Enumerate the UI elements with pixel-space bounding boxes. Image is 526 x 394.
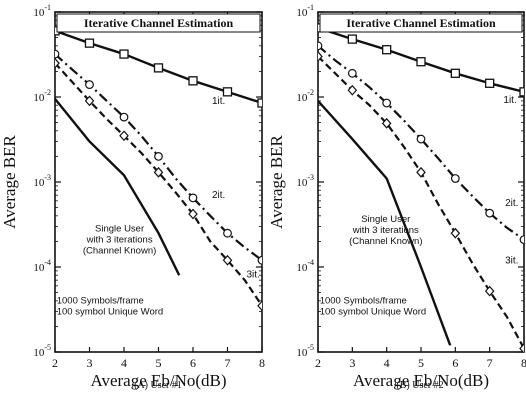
panel-b-marker-square: [347, 34, 357, 44]
panel-b-x-tick-label: 8: [521, 356, 526, 370]
panel-a-x-tick-label: 3: [87, 356, 93, 370]
panel-b-x-tick-label: 3: [349, 356, 355, 370]
panel-b-frame-note: 1000 Symbols/frame 100 symbol Unique Word: [320, 296, 427, 318]
panel-a-x-tick-label: 6: [190, 356, 196, 370]
panel-a-caption: (A) User #1: [134, 380, 182, 391]
panel-b-marker-diamond: [450, 227, 461, 239]
panel-a-marker-square: [84, 38, 95, 48]
panel-a-marker-diamond: [188, 208, 198, 220]
panel-b-x-tick-label: 6: [452, 356, 458, 370]
panel-a-series-annotation: 3it.: [246, 270, 259, 281]
panel-a-marker-circle: [257, 255, 262, 265]
panel-b-marker-square: [382, 45, 392, 55]
panel-b-x-axis-label: Average Eb/No(dB): [353, 371, 489, 390]
panel-a-y-tick-label: 10-5: [33, 343, 51, 359]
panel-b-y-tick-label: 10-1: [296, 3, 314, 19]
panel-b-x-tick-label: 4: [384, 356, 390, 370]
panel-a-marker-circle: [85, 80, 94, 89]
panel-b-marker-square: [416, 57, 426, 67]
panel-a-marker-square: [257, 98, 262, 108]
panel-a-chart: 2 3 4 5 6 7 8 10-1 10-2 10-3 10-4 10-5 1it. 2it. 3it. S…: [0, 3, 265, 391]
panel-a-y-tick-label: 10-2: [33, 88, 51, 104]
panel-b-y-tick-label: 10-5: [296, 343, 314, 359]
panel-b-series-group: [318, 23, 524, 352]
panel-a-marker-square: [119, 49, 129, 59]
panel-a-marker-square: [153, 63, 164, 73]
panel-b-title: Iterative Channel Estimation: [346, 16, 496, 30]
panel-b-title-frame: [319, 13, 523, 33]
panel-a-x-axis-label: Average Eb/No(dB): [90, 371, 226, 390]
panel-b-marker-diamond: [347, 84, 358, 96]
panel-a-frame-note: 1000 Symbols/frame 100 symbol Unique Word: [57, 296, 164, 318]
panel-b-series-annotation: 2it.: [505, 198, 518, 209]
panel-b-marker-square: [450, 68, 460, 78]
panel-b-series-annotation: 1it.: [503, 95, 516, 106]
panel-b-series-annotation: 3it.: [505, 255, 518, 266]
panel-a-series-annotation: 2it.: [212, 190, 225, 201]
panel-b-marker-circle: [347, 68, 357, 78]
panel-b-marker-diamond: [519, 343, 524, 352]
panel-a-marker-circle: [119, 112, 129, 122]
panel-b-y-tick-label: 10-3: [296, 173, 314, 189]
panel-a-series-line-3: [55, 98, 181, 276]
panel-a-marker-diamond: [55, 57, 60, 69]
panel-a-marker-diamond: [257, 300, 262, 312]
panel-b-marker-circle: [485, 208, 495, 218]
panel-a-marker-diamond: [153, 166, 164, 178]
panel-a-marker-circle: [188, 193, 198, 203]
panel-a-y-axis-label: Average BER: [0, 135, 19, 229]
panel-a-marker-square: [188, 76, 198, 86]
panel-b-marker-square: [485, 78, 495, 88]
panel-b-y-axis-label: Average BER: [267, 135, 286, 229]
panel-a-marker-diamond: [84, 95, 95, 107]
panel-a-marker-circle: [55, 49, 60, 59]
panel-b-marker-diamond: [484, 285, 495, 297]
panel-a-y-tick-label: 10-3: [33, 173, 51, 189]
panel-a-y-tick-label: 10-4: [33, 258, 51, 274]
panel-b-marker-circle: [318, 41, 323, 51]
panel-b-marker-circle: [450, 174, 460, 183]
panel-b-title-box: Iterative Channel Estimation: [319, 13, 523, 33]
panel-b-series-line-3: [318, 100, 452, 346]
panel-b-caption: (B) User #2: [396, 380, 443, 391]
panel-b-y-tick-label: 10-2: [296, 88, 314, 104]
panel-b-x-tick-label: 2: [315, 356, 321, 370]
panel-a-x-tick-label: 2: [52, 356, 58, 370]
panel-a-marker-circle: [154, 152, 163, 161]
panel-b-x-tick-label: 7: [487, 356, 493, 370]
panel-b-marker-diamond: [318, 51, 323, 62]
panel-a-x-tick-label: 5: [156, 356, 162, 370]
panel-a-title-frame: [56, 13, 261, 33]
panel-a-x-tick-label: 7: [225, 356, 231, 370]
panel-a-x-tick-label: 8: [259, 356, 265, 370]
panel-b-marker-circle: [519, 235, 524, 245]
panel-a-single-user-annotation: Single User with 3 iterations (Channel Kno…: [83, 224, 156, 257]
panel-a-marker-diamond: [119, 130, 129, 142]
panel-a-marker-circle: [223, 228, 232, 238]
panel-a-marker-square: [222, 87, 233, 97]
panel-b-marker-circle: [416, 134, 426, 144]
panel-a-series-group: [55, 26, 262, 312]
panel-a-series-annotation: 1it.: [212, 96, 225, 107]
panel-a-title: Iterative Channel Estimation: [84, 16, 234, 30]
panel-b-single-user-annotation: Single User with 3 iterations (Channel Kno…: [349, 214, 422, 247]
panel-b-marker-circle: [382, 98, 392, 108]
panel-b-y-tick-label: 10-4: [296, 258, 314, 274]
panel-b-marker-square: [519, 87, 524, 97]
panel-b-x-tick-label: 5: [418, 356, 424, 370]
panel-b-chart: 2 3 4 5 6 7 8 10-1 10-2 10-3 10-4 10-5 1it. 2it. 3it. S…: [267, 3, 526, 391]
panel-a-title-box: Iterative Channel Estimation: [56, 13, 261, 33]
panel-b-marker-diamond: [416, 166, 426, 178]
panel-b-marker-diamond: [381, 117, 392, 129]
panel-a-marker-diamond: [222, 254, 233, 266]
panel-a-x-tick-label: 4: [121, 356, 127, 370]
panel-a-y-tick-label: 10-1: [33, 3, 51, 19]
